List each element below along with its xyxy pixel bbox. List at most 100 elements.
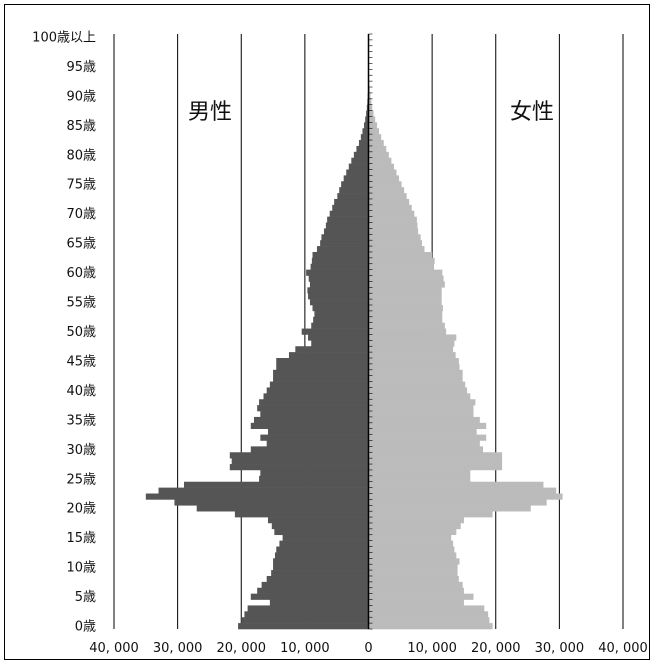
female-bar xyxy=(369,488,557,494)
female-bar xyxy=(369,293,442,299)
male-bar xyxy=(356,146,368,152)
male-bar xyxy=(275,552,369,558)
male-bar xyxy=(230,452,369,458)
female-bar xyxy=(369,305,443,311)
age-label: 25歳 xyxy=(66,472,96,487)
age-label: 30歳 xyxy=(66,443,96,458)
male-bar xyxy=(254,417,369,423)
age-label: 55歳 xyxy=(66,296,96,311)
female-bar xyxy=(369,346,454,352)
male-bar xyxy=(320,240,368,246)
male-bar xyxy=(326,223,369,229)
age-label: 35歳 xyxy=(66,413,96,428)
male-bar xyxy=(272,523,369,529)
female-bar xyxy=(369,617,490,623)
female-bar xyxy=(369,270,443,276)
female-bar xyxy=(369,541,454,547)
age-label: 85歳 xyxy=(66,119,96,134)
female-bar xyxy=(369,228,419,234)
male-bar xyxy=(310,281,369,287)
female-bar xyxy=(369,317,443,323)
male-bar xyxy=(312,258,369,264)
x-tick-label: 20, 000 xyxy=(471,641,521,656)
male-bar xyxy=(267,387,369,393)
female-bar xyxy=(369,276,444,282)
female-bar xyxy=(369,116,376,122)
female-bar xyxy=(369,122,378,128)
age-label: 5歳 xyxy=(75,590,96,605)
male-bar xyxy=(260,470,368,476)
female-bar xyxy=(369,376,463,382)
male-bar xyxy=(260,435,368,441)
male-bar xyxy=(273,370,368,376)
male-bar xyxy=(354,152,369,158)
female-bar xyxy=(369,446,484,452)
male-bar xyxy=(241,617,368,623)
male-bar xyxy=(251,446,369,452)
male-bar xyxy=(257,405,368,411)
male-bar xyxy=(270,600,369,606)
male-bar xyxy=(276,364,368,370)
male-bar xyxy=(334,199,368,205)
x-tick-label: 10, 000 xyxy=(280,641,330,656)
female-bar xyxy=(369,134,382,140)
male-bar xyxy=(274,529,368,535)
female-bar xyxy=(369,364,460,370)
x-axis-tick-labels: 40, 000 30, 000 20, 000 10, 000 0 10, 000 20, … xyxy=(89,641,648,656)
age-label: 0歳 xyxy=(75,620,96,635)
male-bar xyxy=(184,482,369,488)
female-bar xyxy=(369,175,400,181)
female-bar xyxy=(369,470,471,476)
female-bar xyxy=(369,246,425,252)
female-bar xyxy=(369,393,471,399)
x-tick-label: 10, 000 xyxy=(407,641,457,656)
female-bar xyxy=(369,223,418,229)
female-bar xyxy=(369,211,415,217)
male-bar xyxy=(248,605,369,611)
female-bar xyxy=(369,323,445,329)
female-bar xyxy=(369,146,387,152)
male-bar xyxy=(273,558,368,564)
female-bar xyxy=(369,352,456,358)
male-bar xyxy=(146,494,369,500)
female-bar xyxy=(369,217,417,223)
male-bar xyxy=(307,287,368,293)
female-bar xyxy=(369,558,460,564)
age-label: 40歳 xyxy=(66,384,96,399)
female-bar xyxy=(369,181,402,187)
female-bar xyxy=(369,452,503,458)
x-tick-label: 40, 000 xyxy=(89,641,139,656)
female-bar xyxy=(369,435,487,441)
female-bar xyxy=(369,511,493,517)
male-bar xyxy=(308,293,368,299)
female-bar xyxy=(369,252,433,258)
male-bar xyxy=(324,228,369,234)
male-bar xyxy=(174,499,368,505)
female-bar xyxy=(369,299,442,305)
female-bar xyxy=(369,340,455,346)
female-bar xyxy=(369,193,407,199)
male-bar xyxy=(159,488,369,494)
male-bar xyxy=(337,193,368,199)
female-bar xyxy=(369,594,474,600)
male-bar xyxy=(313,305,369,311)
male-bar xyxy=(317,246,369,252)
female-bar xyxy=(369,570,458,576)
female-bar xyxy=(369,334,457,340)
female-bar xyxy=(369,423,487,429)
age-label: 95歳 xyxy=(66,60,96,75)
female-bar xyxy=(369,576,459,582)
female-bar xyxy=(369,523,461,529)
male-bars xyxy=(146,34,369,629)
female-bar xyxy=(369,505,531,511)
male-bar xyxy=(359,140,369,146)
male-bar xyxy=(362,128,368,134)
female-bar xyxy=(369,329,447,335)
female-bar xyxy=(369,264,435,270)
female-bar xyxy=(369,164,394,170)
female-bar xyxy=(369,564,458,570)
male-bar xyxy=(349,164,369,170)
male-bar xyxy=(259,399,368,405)
age-label: 75歳 xyxy=(66,178,96,193)
